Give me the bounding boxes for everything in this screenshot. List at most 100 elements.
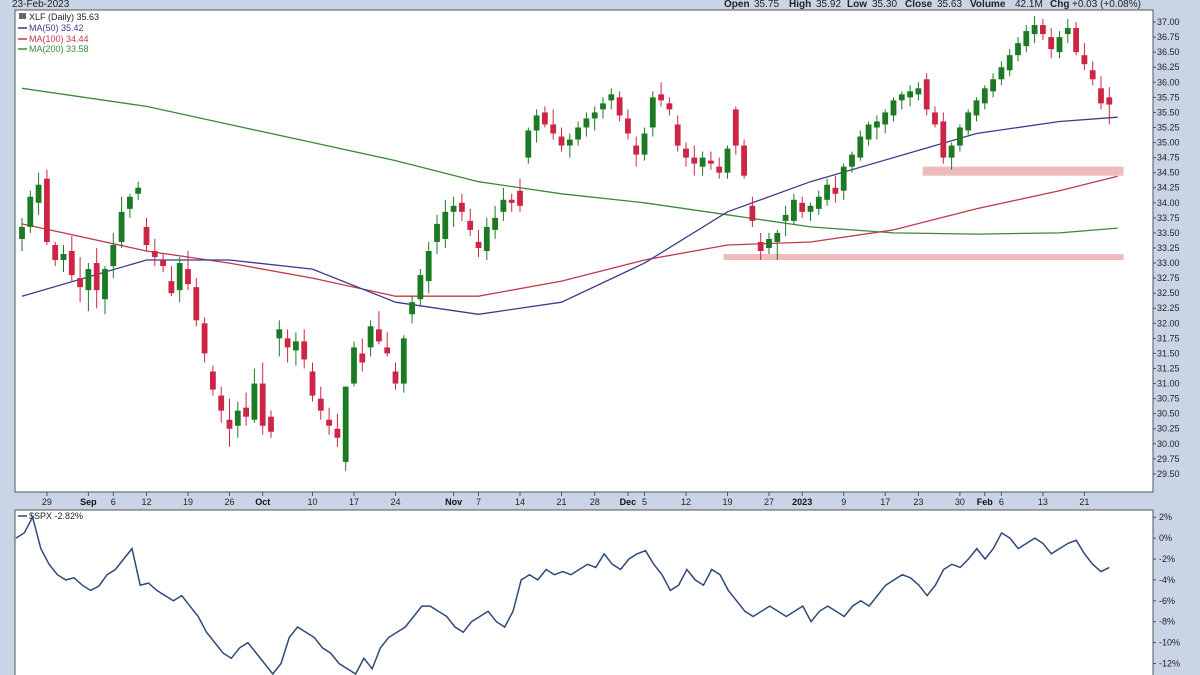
candle-body: [724, 148, 731, 173]
price-legend: XLF (Daily) 35.63 MA(50) 35.42 MA(100) 3…: [18, 12, 99, 54]
candle-body: [683, 148, 689, 158]
header-volume-value: 42.1M: [1015, 0, 1043, 10]
candle: [633, 136, 640, 167]
candle: [384, 332, 391, 357]
candle-body: [1064, 28, 1071, 35]
candle-body: [44, 178, 50, 242]
candle-body: [1106, 97, 1113, 105]
candle: [832, 175, 839, 203]
candle: [666, 97, 673, 116]
candle: [367, 320, 374, 357]
candle-body: [160, 260, 166, 267]
candle-body: [85, 269, 92, 291]
header-chg-label: Chg: [1050, 0, 1069, 10]
price-tick-label: 33.25: [1157, 243, 1180, 253]
candle-body: [68, 251, 75, 276]
candle: [865, 121, 872, 146]
x-tick-label: 12: [141, 497, 151, 507]
candle-body: [583, 118, 590, 128]
candle: [1048, 28, 1055, 59]
price-tick-label: 35.75: [1157, 92, 1180, 102]
legend-symbol: XLF (Daily) 35.63: [29, 12, 99, 22]
candle-body: [27, 196, 34, 227]
candle-body: [525, 130, 532, 158]
candle-body: [301, 341, 308, 360]
price-tick-label: 34.25: [1157, 183, 1180, 193]
candle-body: [77, 278, 83, 288]
candle: [757, 232, 764, 261]
price-tick-label: 36.25: [1157, 62, 1180, 72]
spx-legend: $SPX -2.82%: [18, 511, 83, 521]
header-chg-value: +0.03 (+0.08%): [1072, 0, 1141, 10]
candle-body: [1089, 70, 1096, 80]
candle: [508, 193, 515, 212]
candle: [1056, 31, 1063, 59]
candle: [1023, 25, 1030, 53]
x-tick-label: 17: [880, 497, 890, 507]
candle-body: [1015, 43, 1021, 56]
candle-body: [948, 145, 955, 158]
price-tick-label: 30.50: [1157, 409, 1180, 419]
candle: [898, 91, 905, 110]
candle: [774, 229, 781, 261]
x-tick-label: 6: [999, 497, 1004, 507]
candle-body: [102, 269, 108, 300]
candle-body: [384, 347, 391, 354]
candle: [948, 142, 955, 170]
candle: [558, 127, 565, 152]
candle: [957, 124, 963, 152]
candle: [591, 106, 598, 131]
candle-body: [658, 94, 664, 101]
candle-body: [268, 416, 274, 432]
candle: [400, 335, 407, 393]
x-tick-label: 28: [590, 497, 600, 507]
candle-body: [874, 121, 880, 128]
x-tick-label: 24: [390, 497, 400, 507]
candle-body: [1073, 28, 1079, 53]
candle-body: [251, 383, 258, 420]
candle-body: [118, 211, 125, 242]
x-tick-label: 5: [642, 497, 647, 507]
candle: [243, 392, 249, 426]
candle-body: [542, 112, 548, 125]
candle: [907, 85, 913, 107]
price-tick-label: 31.00: [1157, 379, 1180, 389]
candle: [234, 401, 241, 438]
x-tick-label: 19: [722, 497, 732, 507]
spx-tick-label: -2%: [1159, 554, 1175, 564]
candle-body: [326, 419, 332, 426]
candle: [44, 169, 50, 245]
candle: [708, 151, 714, 170]
candle: [882, 109, 889, 134]
candle-body: [508, 199, 515, 203]
candle: [575, 121, 581, 146]
candle-body: [533, 115, 540, 131]
candle-body: [732, 109, 739, 146]
price-tick-label: 36.50: [1157, 47, 1180, 57]
x-tick-label: 23: [913, 497, 923, 507]
candle-body: [857, 136, 864, 158]
candle: [334, 413, 341, 447]
candle: [60, 244, 67, 273]
candle-body: [840, 166, 847, 191]
candle-body: [1023, 31, 1030, 47]
candle-body: [434, 223, 440, 242]
candle: [151, 238, 158, 267]
header-high-value: 35.92: [816, 0, 841, 10]
candle-body: [93, 263, 100, 291]
candle-body: [799, 202, 806, 212]
header-date: 23-Feb-2023: [12, 0, 70, 10]
candle-body: [957, 127, 963, 146]
candle: [1015, 37, 1021, 62]
x-tick-label: Feb: [977, 497, 994, 507]
candle: [268, 410, 274, 438]
candle-body: [849, 154, 855, 167]
candle-body: [1056, 37, 1063, 53]
price-tick-label: 36.00: [1157, 77, 1180, 87]
candle-body: [566, 139, 573, 146]
candle-body: [19, 226, 25, 239]
price-tick-label: 30.25: [1157, 424, 1180, 434]
x-tick-label: 30: [955, 497, 965, 507]
candle: [492, 205, 498, 239]
